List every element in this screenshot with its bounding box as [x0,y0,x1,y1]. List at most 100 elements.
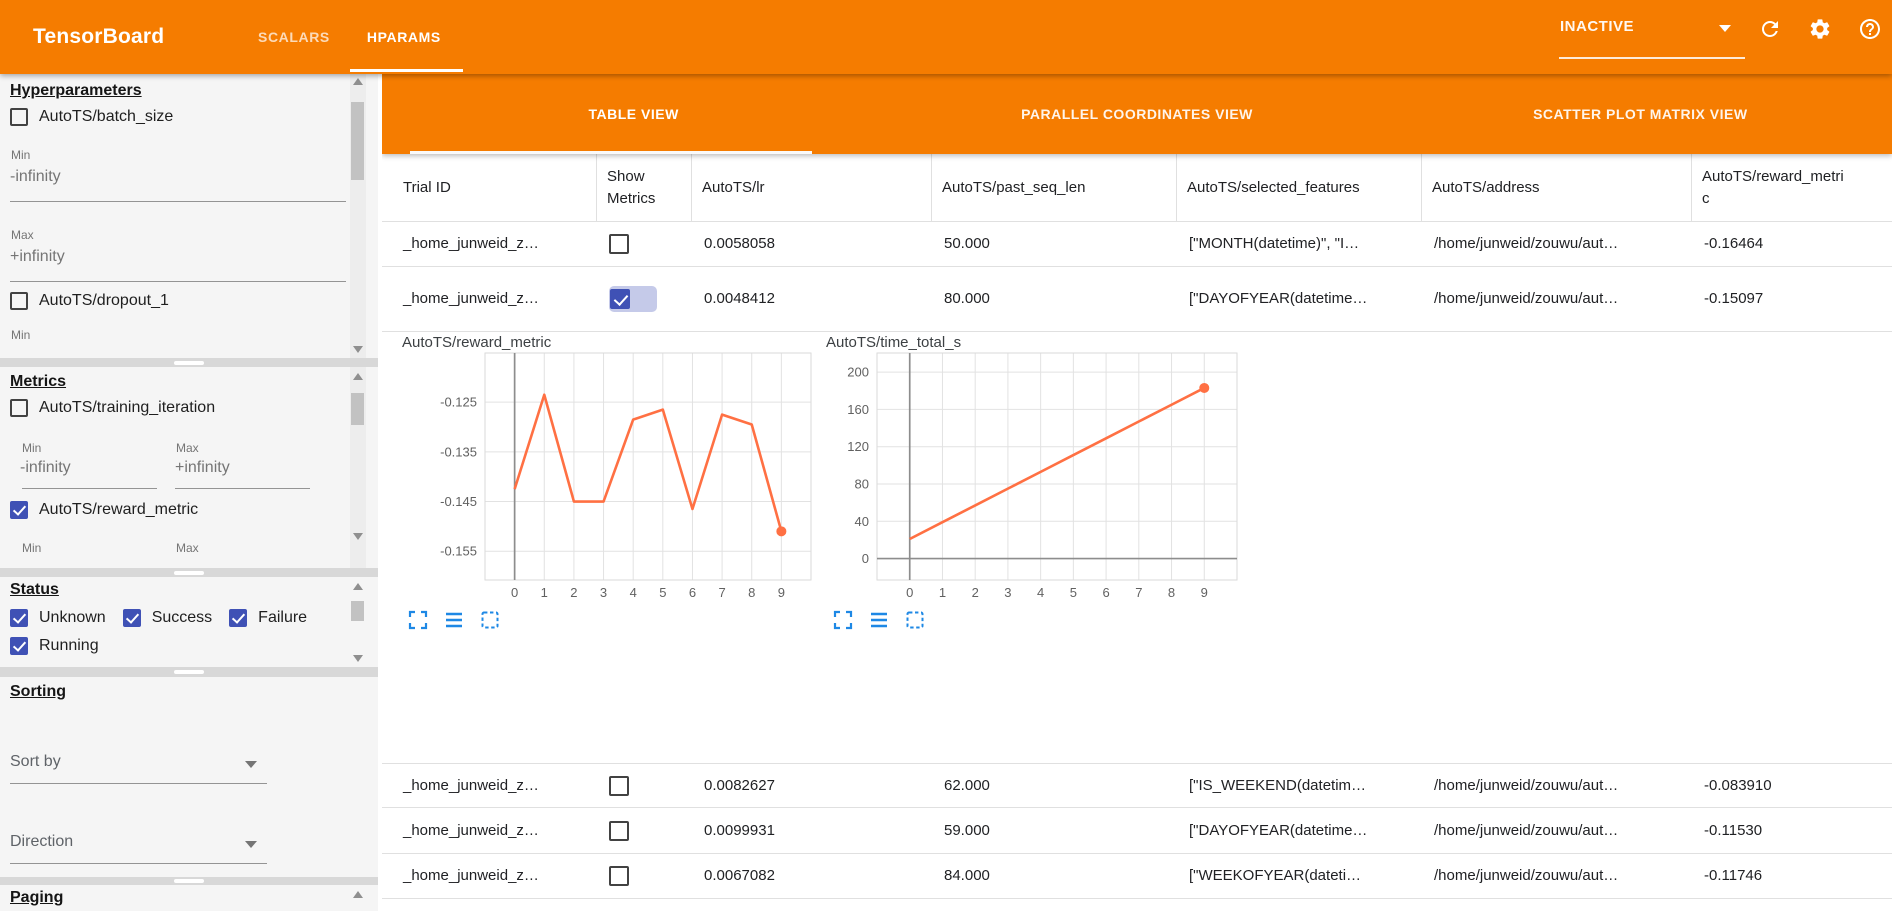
section-resize-handle[interactable] [0,358,378,367]
table-cell: 50.000 [932,235,1177,253]
table-cell: -0.11746 [1692,867,1892,885]
list-icon[interactable] [444,610,464,630]
tab-scatter-plot-matrix-view[interactable]: SCATTER PLOT MATRIX VIEW [1533,106,1748,122]
cell-text: -0.11746 [1704,867,1763,884]
column-header-label: AutoTS/address [1432,178,1540,196]
max-input[interactable]: +infinity [175,459,230,476]
active-view-indicator [410,151,812,154]
table-cell: ["MONTH(datetime)", "I… [1177,235,1422,253]
table-cell: /home/junweid/zouwu/aut… [1422,822,1692,840]
table-cell: /home/junweid/zouwu/aut… [1422,867,1692,885]
help-icon[interactable] [1858,17,1882,41]
column-header-label: Trial ID [403,178,451,196]
table-cell: _home_junweid_z… [382,777,597,795]
cell-text: -0.16464 [1704,235,1764,252]
show-metrics-checkbox[interactable] [609,866,629,886]
reward-metric-checkbox[interactable] [10,501,28,519]
section-resize-handle[interactable] [0,877,378,885]
max-input[interactable]: +infinity [10,248,65,265]
column-header[interactable]: AutoTS/lr [692,154,932,221]
time-total-line-chart[interactable]: 200 160 120 80 40 0 0 1 2 3 4 5 6 7 8 9 [790,348,1250,606]
svg-text:2: 2 [570,585,577,600]
table-cell [597,866,692,886]
expanded-metrics-panel: AutoTS/reward_metric AutoTS/time_total_s… [382,332,1892,764]
column-header[interactable]: Show Metrics [597,154,692,221]
cell-text: 0.0058058 [704,235,775,252]
scrollbar-thumb[interactable] [351,102,364,180]
settings-gear-icon[interactable] [1808,17,1832,41]
tab-hparams[interactable]: HPARAMS [366,29,441,45]
tab-table-view[interactable]: TABLE VIEW [588,106,679,122]
tab-scalars[interactable]: SCALARS [258,29,330,45]
svg-text:160: 160 [847,402,869,417]
table-cell: 84.000 [932,867,1177,885]
show-metrics-checkbox[interactable] [609,234,629,254]
hparam-item-dropout[interactable]: AutoTS/dropout_1 [10,292,169,310]
table-cell: 0.0048412 [692,290,932,308]
metric-item-training-iteration[interactable]: AutoTS/training_iteration [10,399,215,417]
view-tabbar: TABLE VIEW PARALLEL COORDINATES VIEW SCA… [382,74,1892,154]
training-iteration-checkbox[interactable] [10,399,28,417]
show-metrics-checkbox[interactable] [609,775,629,796]
hparam-item-batch-size[interactable]: AutoTS/batch_size [10,108,173,126]
scroll-up-icon[interactable] [353,583,363,590]
min-input-underline [22,488,157,489]
section-metrics: Metrics AutoTS/training_iteration Min Ma… [0,367,378,568]
run-status-dropdown[interactable]: INACTIVE [1559,14,1745,60]
table-cell [597,234,692,254]
svg-text:5: 5 [659,585,666,600]
show-metrics-checkbox[interactable] [609,820,629,841]
table-row: _home_junweid_z… 0.0048412 80.000 ["DAYOFYE… [382,267,1892,332]
failure-checkbox[interactable] [229,609,248,627]
section-resize-handle[interactable] [0,667,378,677]
table-cell: _home_junweid_z… [382,290,597,308]
column-header[interactable]: AutoTS/selected_features [1177,154,1422,221]
list-icon[interactable] [869,610,889,630]
max-label: Max [176,541,199,555]
scrollbar-thumb[interactable] [351,393,364,425]
column-header[interactable]: AutoTS/address [1422,154,1692,221]
success-checkbox[interactable] [122,609,141,627]
dropout-checkbox[interactable] [10,292,28,310]
svg-text:0: 0 [511,585,518,600]
scrollbar-thumb[interactable] [351,601,364,621]
scroll-up-icon[interactable] [353,78,363,85]
max-label: Max [176,441,199,455]
direction-select[interactable]: Direction [10,833,74,850]
sort-by-select[interactable]: Sort by [10,753,61,770]
section-resize-handle[interactable] [0,568,378,577]
batch-size-checkbox[interactable] [10,108,28,126]
min-input[interactable]: -infinity [20,459,71,476]
unknown-checkbox[interactable] [10,609,28,627]
table-cell: ["WEEKOFYEAR(dateti… [1177,867,1422,885]
direction-underline [10,863,267,864]
metric-item-reward-metric[interactable]: AutoTS/reward_metric [10,501,198,519]
sorting-heading: Sorting [10,683,66,700]
scroll-up-icon[interactable] [353,373,363,380]
scroll-down-icon[interactable] [353,655,363,662]
expand-icon[interactable] [833,610,853,630]
scroll-up-icon[interactable] [353,891,363,898]
column-header[interactable]: AutoTS/reward_metric [1692,154,1892,221]
show-metrics-checkbox[interactable] [610,289,630,309]
refresh-icon[interactable] [1758,17,1782,41]
scroll-down-icon[interactable] [353,533,363,540]
cell-text: -0.15097 [1704,290,1764,307]
column-header-label: Show Metrics [607,167,656,207]
marquee-selection-icon[interactable] [905,610,925,630]
active-tab-indicator [350,69,463,72]
svg-text:4: 4 [630,585,637,600]
scroll-down-icon[interactable] [353,346,363,353]
expand-icon[interactable] [408,610,428,630]
running-checkbox[interactable] [10,637,28,655]
reward-metric-line-chart[interactable]: -0.125 -0.135 -0.145 -0.155 0 1 2 3 4 5 6 7 8 9 [402,348,830,606]
marquee-selection-icon[interactable] [480,610,500,630]
cell-text: ["WEEKOFYEAR(dateti… [1189,867,1362,884]
tab-parallel-coordinates-view[interactable]: PARALLEL COORDINATES VIEW [1021,106,1253,122]
column-header[interactable]: AutoTS/past_seq_len [932,154,1177,221]
dropdown-arrow-icon [1719,25,1731,32]
run-status-label: INACTIVE [1560,18,1635,35]
min-input[interactable]: -infinity [10,168,61,185]
column-header[interactable]: Trial ID [382,154,597,221]
cell-text: 62.000 [944,776,990,794]
